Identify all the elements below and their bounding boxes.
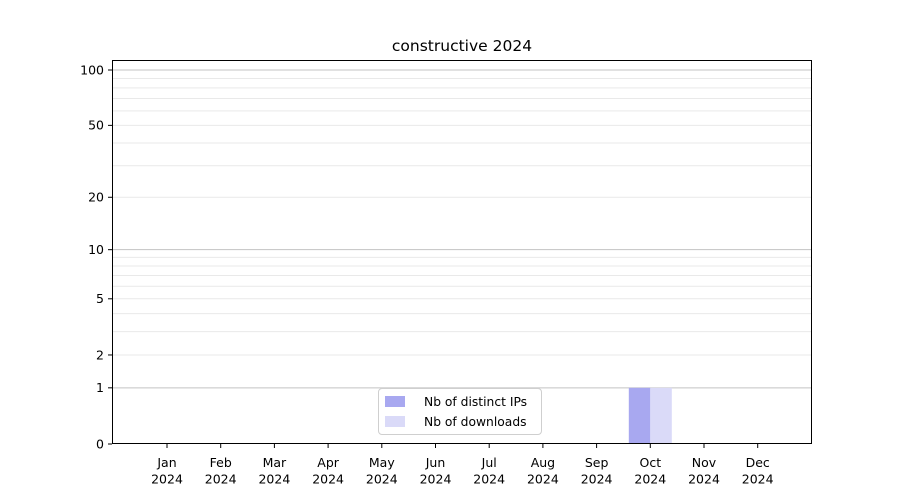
- y-tick-label: 2: [96, 347, 104, 362]
- chart-title: constructive 2024: [391, 37, 533, 55]
- y-tick-label: 50: [88, 118, 104, 133]
- y-tick-label: 20: [88, 190, 104, 205]
- x-tick-label-year: 2024: [312, 472, 344, 487]
- legend-label-distinct-ips: Nb of distinct IPs: [424, 394, 528, 409]
- x-tick-label-month: Sep: [585, 455, 609, 470]
- x-tick-label-year: 2024: [688, 472, 720, 487]
- legend-item-downloads: Nb of downloads: [385, 413, 541, 430]
- x-tick-label-year: 2024: [205, 472, 237, 487]
- x-tick-label-year: 2024: [473, 472, 505, 487]
- legend-item-distinct-ips: Nb of distinct IPs: [385, 393, 541, 410]
- x-tick-label-month: Dec: [746, 455, 770, 470]
- x-tick-label-month: Jan: [156, 455, 176, 470]
- legend: Nb of distinct IPs Nb of downloads: [378, 388, 542, 435]
- y-tick-label: 0: [96, 436, 104, 451]
- x-tick-label-month: May: [369, 455, 395, 470]
- x-tick-label-month: Jun: [425, 455, 446, 470]
- x-tick-label-year: 2024: [420, 472, 452, 487]
- y-tick-label: 10: [88, 242, 104, 257]
- x-tick-label-year: 2024: [258, 472, 290, 487]
- bar-distinct-ips: [628, 387, 651, 444]
- x-tick-label-year: 2024: [366, 472, 398, 487]
- x-tick-label-year: 2024: [581, 472, 613, 487]
- x-tick-label-month: Oct: [639, 455, 661, 470]
- x-tick-label-month: Jul: [481, 455, 497, 470]
- x-tick-label-month: Apr: [317, 455, 339, 470]
- bar-downloads: [650, 387, 672, 444]
- x-tick-label-year: 2024: [151, 472, 183, 487]
- x-tick-label-month: Mar: [263, 455, 287, 470]
- plot-frame: [112, 60, 812, 444]
- x-tick-label-year: 2024: [742, 472, 774, 487]
- y-tick-label: 5: [96, 291, 104, 306]
- x-tick-label-month: Aug: [531, 455, 555, 470]
- legend-swatch-downloads-icon: [385, 416, 405, 427]
- x-tick-label-month: Feb: [210, 455, 232, 470]
- y-tick-label: 100: [80, 62, 104, 77]
- x-tick-label-year: 2024: [634, 472, 666, 487]
- x-tick-label-month: Nov: [692, 455, 717, 470]
- legend-swatch-distinct-ips-icon: [385, 396, 405, 407]
- x-tick-label-year: 2024: [527, 472, 559, 487]
- legend-label-downloads: Nb of downloads: [424, 414, 527, 429]
- y-tick-label: 1: [96, 380, 104, 395]
